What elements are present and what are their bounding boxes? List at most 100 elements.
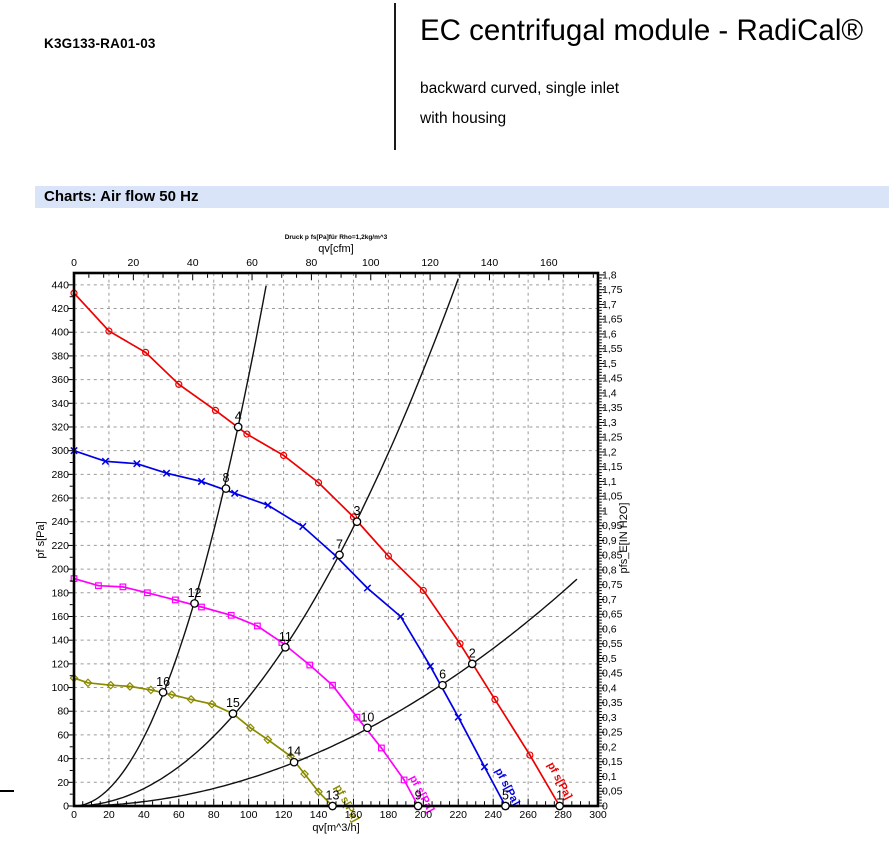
tick-label-right: 0,1	[602, 771, 617, 783]
operating-point-2	[467, 659, 477, 669]
operating-point-label: 9	[415, 789, 422, 803]
operating-point-label: 13	[326, 789, 340, 803]
marker-square	[254, 622, 261, 630]
tick-label-left: 60	[57, 729, 69, 741]
y-axis-title-right: pfs_E[IN H2O]	[618, 503, 630, 574]
marker-x	[454, 713, 462, 721]
marker-dot	[122, 585, 124, 588]
axis-ticks	[67, 274, 605, 807]
marker-dot	[282, 454, 285, 457]
tick-label-right: 1,05	[602, 491, 623, 503]
operating-point-label: 14	[287, 745, 301, 759]
marker-circle	[491, 695, 499, 704]
marker-x	[162, 469, 171, 477]
marker-square	[227, 611, 235, 619]
page-fold-mark	[0, 790, 14, 792]
operating-point-15	[228, 709, 238, 718]
tick-label-right: 0,8	[602, 564, 617, 576]
tick-label-left: 200	[51, 564, 69, 576]
marker-diamond	[83, 678, 93, 688]
marker-dot	[256, 625, 259, 627]
tick-label-right: 0,65	[602, 609, 623, 621]
tick-label-right: 1,6	[602, 328, 617, 340]
marker-square	[171, 596, 179, 604]
tick-label-left: 80	[57, 706, 69, 718]
tick-label-bottom: 160	[345, 809, 363, 821]
page-subtitle-type: backward curved, single inlet	[420, 80, 620, 97]
tick-label-left: 360	[51, 374, 69, 386]
marker-dot	[149, 689, 152, 691]
page-subtitle-housing: with housing	[420, 110, 507, 127]
part-number: K3G133-RA01-03	[44, 36, 156, 51]
operating-point-label: 15	[226, 696, 240, 710]
marker-diamond	[245, 723, 255, 733]
tick-label-left: 260	[51, 493, 69, 505]
tick-label-left: 40	[57, 753, 69, 765]
marker-dot	[308, 664, 311, 666]
axis-tick-labels: 0 20 40 60 80 100 120 140 160 180 200 220 240 260 280 3…	[51, 257, 622, 821]
gridlines	[74, 273, 598, 806]
tick-label-left: 160	[51, 611, 69, 623]
marker-x	[363, 584, 372, 592]
tick-label-right: 0,3	[602, 712, 617, 724]
tick-label-bottom: 100	[240, 809, 258, 821]
marker-dot	[190, 698, 192, 701]
tick-label-top: 160	[540, 257, 558, 269]
fan-curve-speed-3-magenta: pf s[Pa]	[70, 575, 436, 815]
curve-line	[73, 292, 561, 807]
tick-label-right: 0,05	[602, 786, 623, 798]
operating-point-16	[158, 687, 168, 697]
marker-x	[299, 522, 307, 531]
marker-dot	[528, 754, 531, 756]
tick-label-left: 240	[51, 516, 69, 528]
tick-label-top: 60	[246, 257, 258, 269]
y-axis-title-left: pf s[Pa]	[35, 521, 47, 558]
tick-label-left: 300	[51, 445, 69, 457]
operating-point-label: 4	[235, 409, 242, 423]
header-divider	[394, 3, 396, 150]
marker-circle	[243, 430, 251, 438]
operating-point-label: 2	[469, 646, 476, 660]
tick-label-bottom: 260	[519, 809, 537, 821]
operating-point-label: 8	[222, 471, 229, 485]
marker-dot	[403, 779, 406, 781]
marker-dot	[380, 747, 383, 749]
tick-label-bottom: 40	[138, 809, 150, 821]
operating-point-5	[501, 801, 510, 811]
tick-label-bottom: 120	[275, 809, 293, 821]
tick-label-left: 180	[51, 587, 69, 599]
tick-label-right: 1,3	[602, 417, 617, 429]
marker-circle	[456, 640, 464, 648]
marker-dot	[317, 481, 320, 484]
tick-label-right: 0,35	[602, 697, 623, 709]
marker-dot	[352, 516, 355, 518]
operating-point-label: 11	[279, 630, 292, 644]
system-curve-shallow	[74, 578, 578, 807]
marker-circle	[105, 327, 113, 335]
tick-label-left: 380	[51, 350, 69, 362]
marker-square	[378, 744, 385, 752]
tick-label-top: 100	[362, 257, 380, 269]
tick-label-bottom: 220	[450, 809, 468, 821]
marker-dot	[317, 790, 320, 793]
marker-diamond	[186, 694, 196, 704]
marker-dot	[266, 738, 269, 741]
tick-label-bottom: 240	[484, 809, 502, 821]
marker-square	[353, 713, 361, 721]
tick-label-bottom: 280	[554, 809, 572, 821]
tick-label-right: 1,25	[602, 432, 623, 444]
marker-circle	[419, 586, 427, 595]
system-curve-steep	[73, 285, 267, 807]
tick-label-left: 0	[63, 801, 69, 813]
marker-dot	[146, 591, 149, 594]
marker-x	[264, 501, 272, 509]
curve-line	[73, 577, 419, 807]
marker-dot	[108, 330, 110, 332]
operating-point-label: 3	[353, 504, 360, 518]
tick-label-right: 0,75	[602, 579, 623, 591]
marker-diamond	[106, 680, 116, 690]
marker-dot	[280, 641, 283, 644]
marker-dot	[249, 726, 252, 729]
tick-label-bottom: 0	[71, 809, 77, 821]
